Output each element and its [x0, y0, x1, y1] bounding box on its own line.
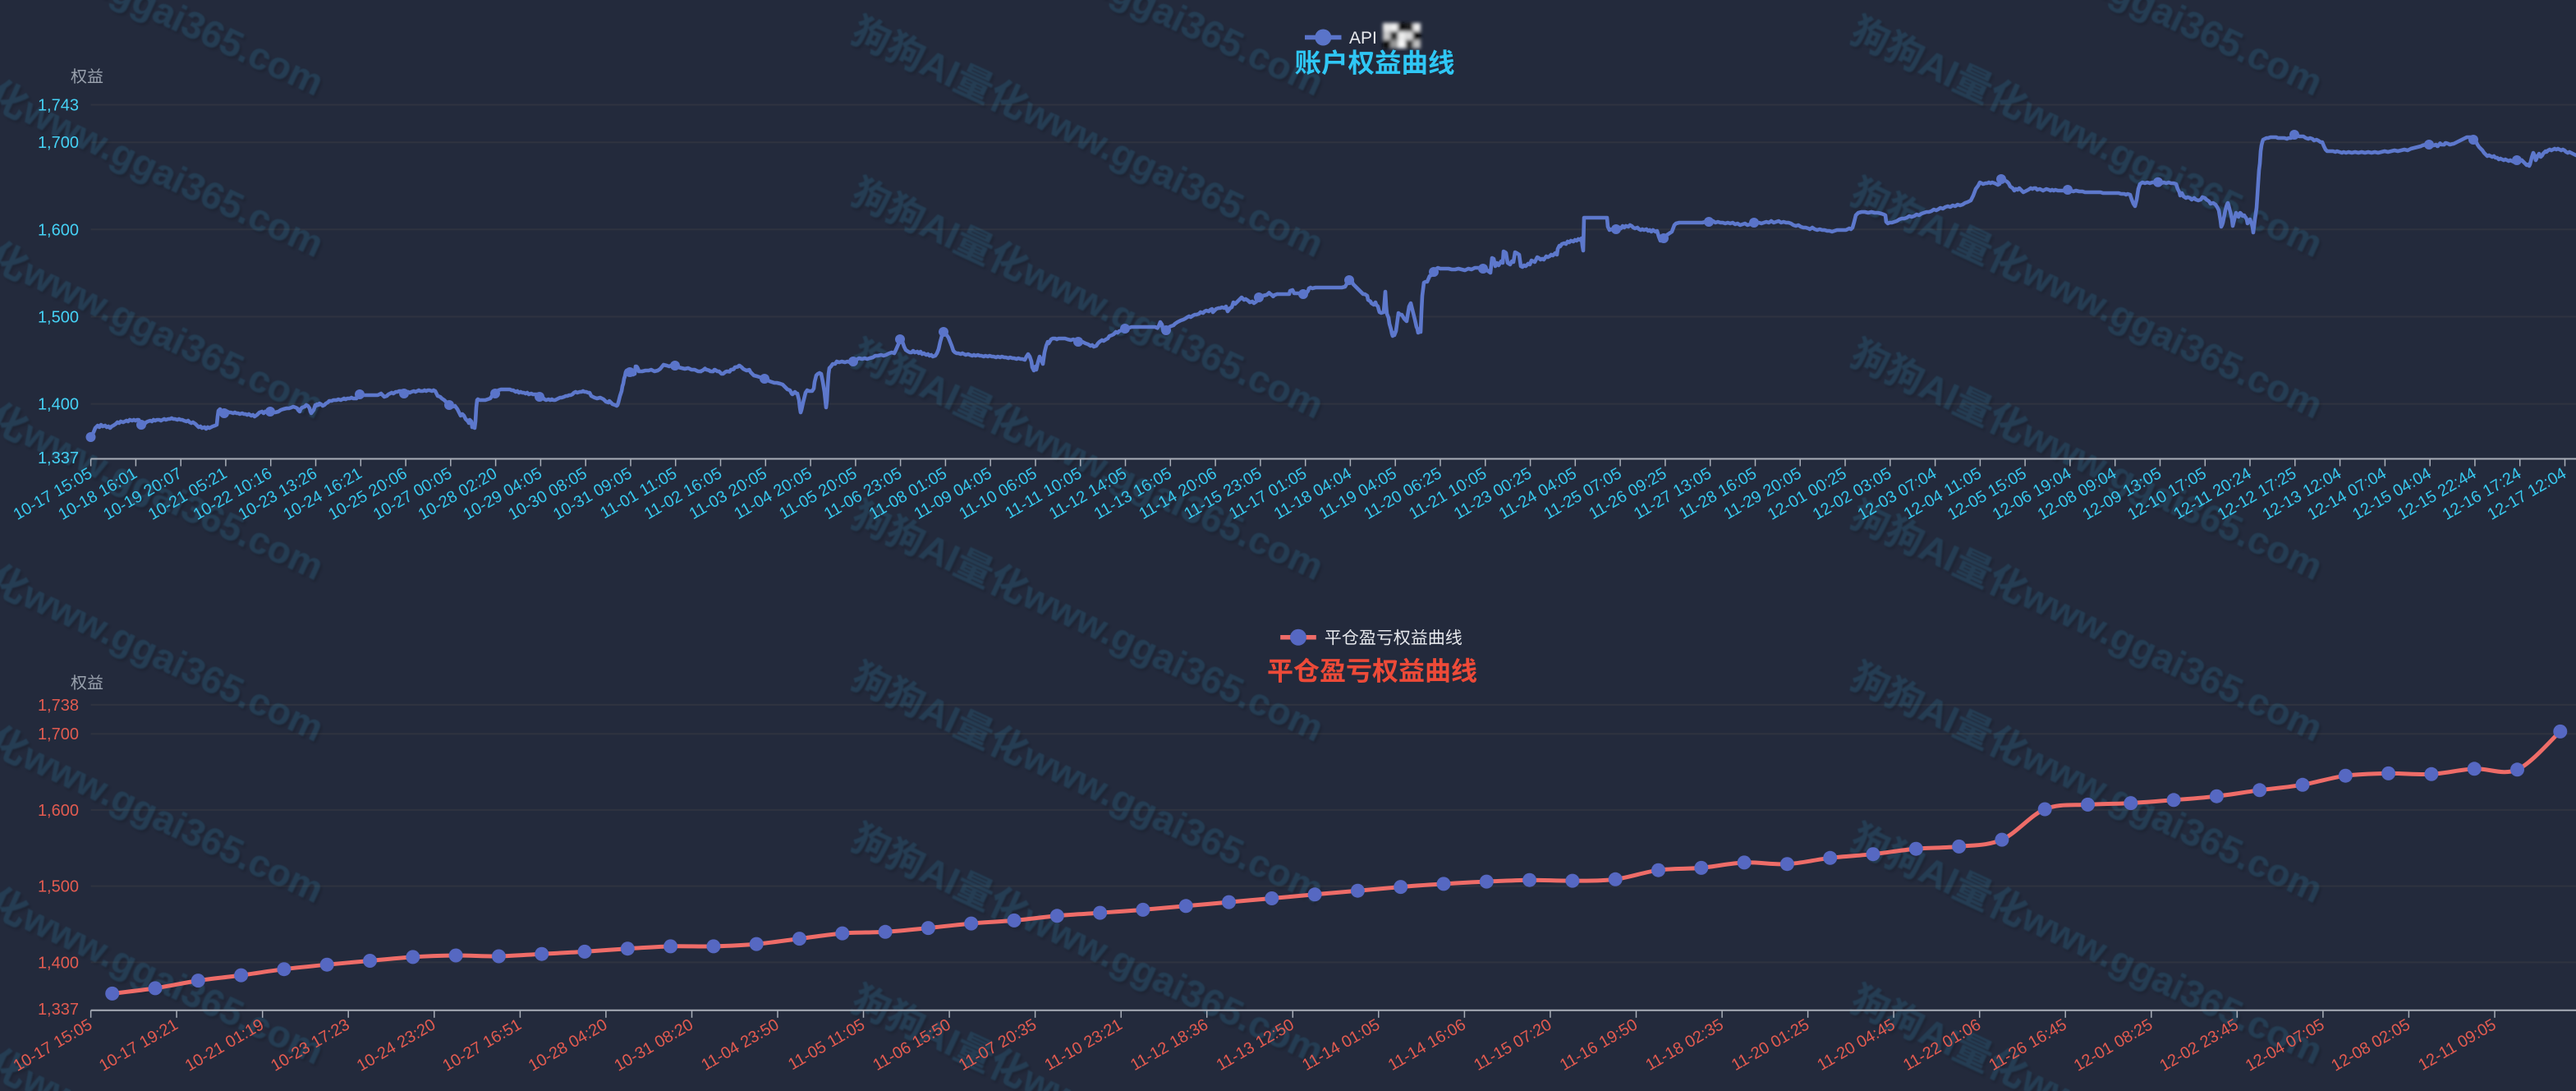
svg-text:11-15 07:20: 11-15 07:20 — [1471, 1015, 1554, 1075]
svg-text:1,600: 1,600 — [38, 221, 79, 239]
svg-text:1,400: 1,400 — [38, 396, 79, 414]
svg-text:11-18 02:35: 11-18 02:35 — [1642, 1015, 1726, 1075]
svg-text:11-20 04:45: 11-20 04:45 — [1814, 1015, 1898, 1075]
svg-text:12-08 02:05: 12-08 02:05 — [2328, 1015, 2413, 1075]
svg-text:11-10 23:21: 11-10 23:21 — [1042, 1015, 1126, 1075]
svg-text:API: API — [1349, 29, 1377, 48]
svg-text:1,738: 1,738 — [38, 697, 79, 715]
svg-text:1,743: 1,743 — [38, 97, 79, 115]
svg-text:1,337: 1,337 — [38, 449, 79, 467]
svg-text:1,700: 1,700 — [38, 134, 79, 152]
svg-text:12-02 23:45: 12-02 23:45 — [2156, 1015, 2241, 1075]
svg-text:1,500: 1,500 — [38, 878, 79, 896]
svg-text:12-01 08:25: 12-01 08:25 — [2071, 1015, 2156, 1075]
svg-text:12-11 09:05: 12-11 09:05 — [2415, 1015, 2499, 1075]
svg-text:11-20 01:25: 11-20 01:25 — [1729, 1015, 1812, 1075]
svg-text:10-24 23:20: 10-24 23:20 — [354, 1015, 439, 1075]
svg-text:1,400: 1,400 — [38, 954, 79, 972]
svg-text:11-14 16:06: 11-14 16:06 — [1385, 1015, 1469, 1075]
svg-text:10-31 08:20: 10-31 08:20 — [612, 1015, 696, 1075]
svg-text:1,700: 1,700 — [38, 725, 79, 743]
svg-text:10-17 19:21: 10-17 19:21 — [96, 1015, 181, 1075]
svg-text:10-28 04:20: 10-28 04:20 — [526, 1015, 610, 1075]
svg-text:1,500: 1,500 — [38, 309, 79, 327]
svg-text:1,600: 1,600 — [38, 802, 79, 820]
svg-text:11-16 19:50: 11-16 19:50 — [1557, 1015, 1641, 1075]
svg-text:11-05 11:05: 11-05 11:05 — [785, 1015, 868, 1074]
svg-text:10-27 16:51: 10-27 16:51 — [439, 1015, 524, 1075]
svg-text:1,337: 1,337 — [38, 1001, 79, 1019]
svg-text:11-26 16:45: 11-26 16:45 — [1986, 1015, 2070, 1075]
svg-text:11-12 18:36: 11-12 18:36 — [1127, 1015, 1211, 1075]
svg-text:11-04 23:50: 11-04 23:50 — [698, 1015, 782, 1075]
